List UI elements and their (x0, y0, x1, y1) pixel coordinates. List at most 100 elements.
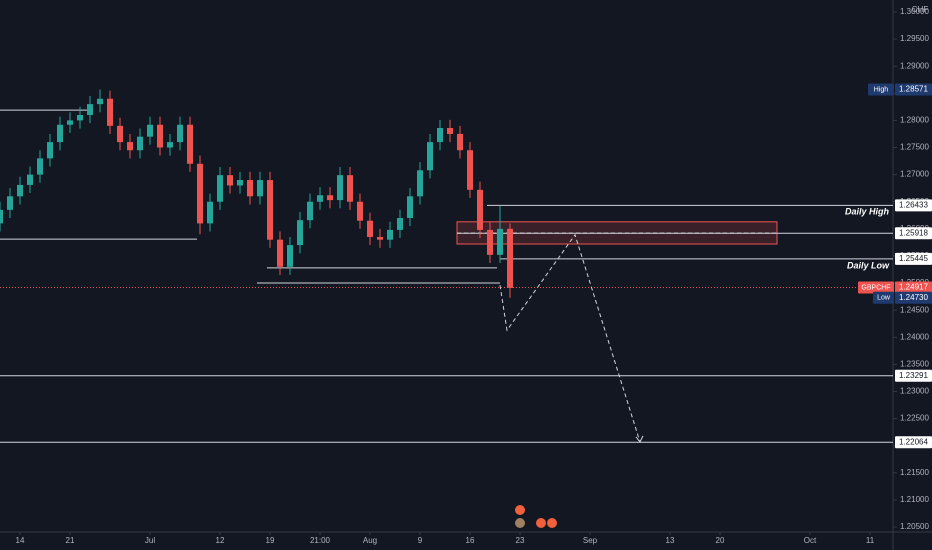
price-tag-value: 1.25445 (899, 254, 928, 263)
candle-body (327, 195, 333, 201)
candle-body (207, 201, 213, 224)
candle-body (217, 175, 223, 202)
price-tag-value: 1.22064 (899, 437, 928, 446)
x-tick-label: 16 (466, 536, 475, 545)
candle-body (407, 196, 413, 218)
candle-body (337, 175, 343, 201)
event-icon (547, 518, 557, 528)
event-icon (536, 518, 546, 528)
price-tag-name (858, 281, 894, 294)
x-tick-label: 14 (16, 536, 25, 545)
candle-body (487, 229, 493, 255)
price-tag (895, 199, 932, 212)
price-tag-label: Low (877, 295, 891, 302)
candle-body (297, 220, 303, 246)
price-tag-name (873, 291, 894, 304)
candle-body (277, 239, 283, 267)
y-tick-label: 1.27000 (900, 170, 929, 179)
candle-body (87, 104, 93, 115)
y-tick-label: 1.30000 (900, 7, 929, 16)
annotation: Daily Low (847, 260, 890, 270)
candle-body (367, 220, 373, 237)
candle-body (347, 175, 353, 202)
candle-body (457, 133, 463, 151)
event-icons (515, 505, 557, 528)
candle-body (187, 124, 193, 164)
x-tick-label: 21:00 (310, 536, 331, 545)
candle-body (257, 180, 263, 197)
candle-body (27, 174, 33, 185)
price-tag (895, 252, 932, 265)
x-tick-label: Oct (804, 536, 817, 545)
y-tick-label: 1.29500 (900, 34, 929, 43)
price-tag-value: 1.24917 (899, 283, 928, 292)
price-tag-value: 1.25918 (899, 228, 928, 237)
candle-body (307, 201, 313, 221)
price-tag (895, 83, 932, 96)
candle-body (387, 229, 393, 240)
y-tick-label: 1.29000 (900, 61, 929, 70)
candle-body (507, 228, 513, 288)
candle-body (267, 180, 273, 240)
price-tag-name (868, 83, 894, 96)
x-tick-label: 11 (866, 536, 875, 545)
candle-body (237, 180, 243, 186)
candle-body (477, 189, 483, 230)
candle-body (0, 209, 3, 224)
candle-body (397, 217, 403, 230)
projection-arrow (635, 435, 644, 443)
price-tag-value: 1.24730 (899, 293, 928, 302)
x-tick-label: Sep (583, 536, 598, 545)
y-tick-label: 1.27500 (900, 143, 929, 152)
price-tag-value: 1.28571 (899, 85, 928, 94)
candle-body (197, 163, 203, 224)
candle-body (467, 150, 473, 190)
candle-body (447, 128, 453, 134)
candle-body (357, 201, 363, 221)
price-tag (895, 281, 932, 294)
price-tag (895, 227, 932, 240)
candle-body (427, 142, 433, 171)
annotation: Daily High (845, 207, 890, 217)
candle-body (17, 184, 23, 197)
y-tick-label: 1.21500 (900, 468, 929, 477)
projection-path (499, 233, 641, 443)
y-tick-label: 1.28000 (900, 116, 929, 125)
candle-body (287, 245, 293, 267)
x-tick-label: Aug (363, 536, 377, 545)
candle-body (77, 114, 83, 121)
candle-body (177, 124, 183, 143)
y-tick-label: 1.24000 (900, 332, 929, 341)
y-tick-label: 1.22500 (900, 414, 929, 423)
y-tick-label: 1.23500 (900, 359, 929, 368)
event-icon (515, 505, 525, 515)
y-tick-label: 1.21000 (900, 495, 929, 504)
candle-body (167, 142, 173, 148)
candle-body (417, 170, 423, 197)
candle-body (117, 125, 123, 143)
price-tag (895, 291, 932, 304)
candle-body (7, 196, 13, 210)
price-tag-value: 1.26433 (899, 200, 928, 209)
candle-body (107, 98, 113, 126)
price-tag-value: 1.23291 (899, 371, 928, 380)
candle-body (127, 142, 133, 151)
x-tick-label: 23 (516, 536, 525, 545)
price-tag-label: High (874, 86, 889, 93)
event-icon (515, 518, 525, 528)
candle-body (37, 158, 43, 175)
candle-body (497, 228, 503, 255)
x-tick-label: 13 (666, 536, 675, 545)
price-tag-label: GBPCHF (861, 284, 890, 291)
candle-body (157, 124, 163, 148)
candle-body (247, 180, 253, 197)
x-tick-label: 9 (418, 536, 423, 545)
y-tick-label: 1.20500 (900, 522, 929, 531)
candle-body (377, 236, 383, 240)
y-tick-label: 1.23000 (900, 387, 929, 396)
candle-body (97, 98, 103, 105)
candle-body (227, 175, 233, 186)
candle-body (57, 124, 63, 143)
candle-body (317, 195, 323, 202)
